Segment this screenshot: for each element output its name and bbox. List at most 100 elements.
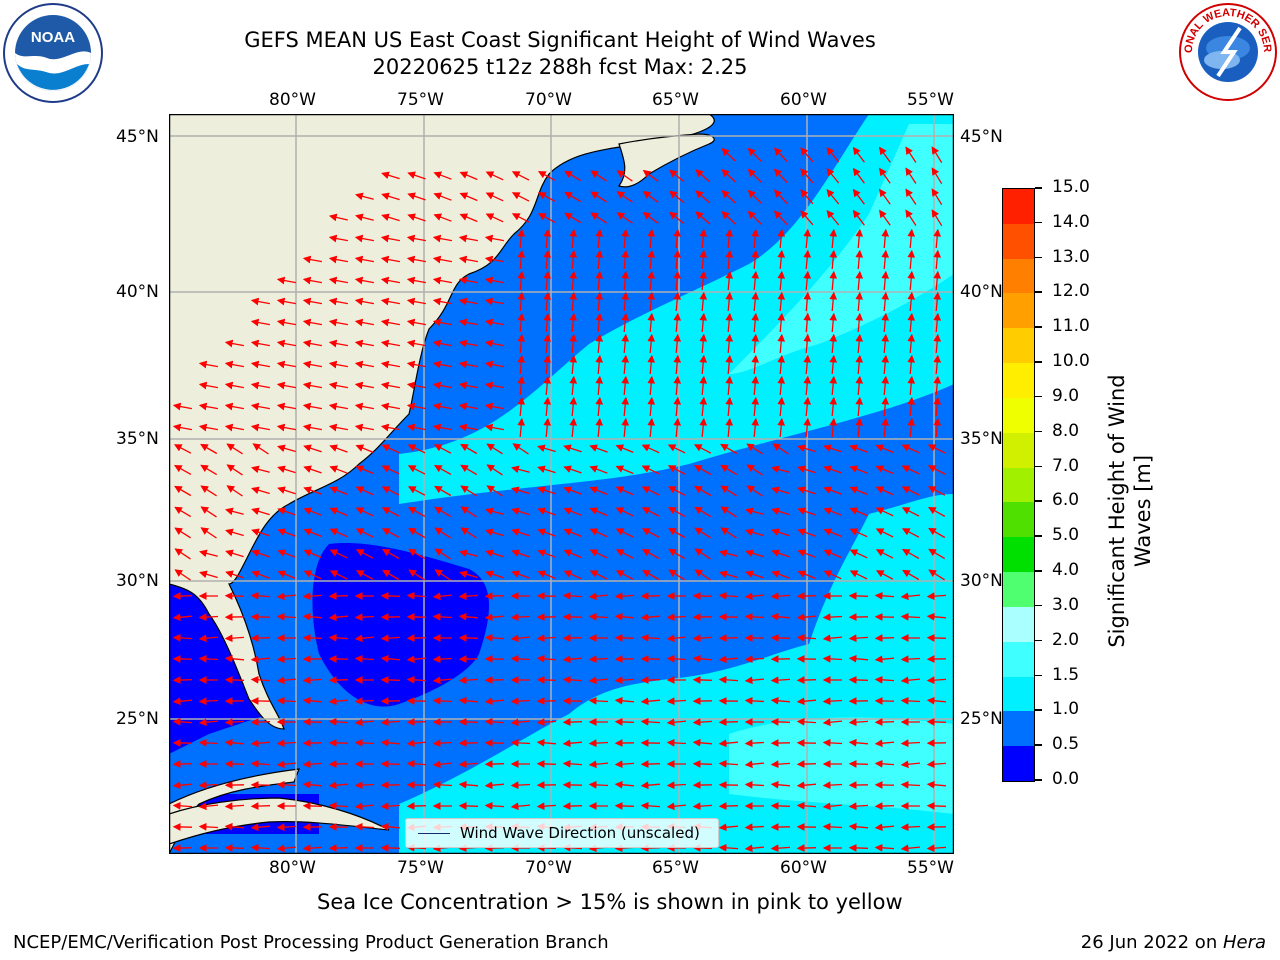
land-us-east-coast [169,114,715,730]
wave-direction-arrow [874,802,895,810]
wave-direction-arrow [328,801,349,810]
wave-direction-arrow [902,569,920,581]
wave-direction-arrow [901,486,920,496]
colorbar-tick-label: 4.0 [1052,560,1080,581]
wave-direction-arrow [822,697,843,706]
wave-direction-arrow [926,802,947,810]
wave-direction-arrow [380,339,401,348]
wave-direction-arrow [647,417,656,438]
wave-direction-arrow [874,634,895,642]
wave-direction-arrow [694,548,711,560]
wave-direction-arrow [745,570,764,579]
wave-direction-arrow [406,634,427,642]
colorbar-tick-mark [1035,535,1042,537]
wave-direction-arrow [621,270,630,291]
wave-direction-arrow [174,506,192,518]
wave-direction-arrow [328,318,349,327]
wave-direction-arrow [276,780,297,789]
wave-direction-arrow [328,633,349,642]
wave-direction-arrow [881,375,890,396]
wave-direction-arrow [303,465,322,474]
wave-direction-arrow [803,312,812,333]
wave-direction-arrow [484,339,505,348]
wave-direction-arrow [695,169,711,183]
wave-direction-arrow [668,190,685,204]
wave-direction-arrow [250,423,271,432]
wave-direction-arrow [931,209,943,227]
colorbar-segment [1003,502,1034,538]
wave-direction-arrow [666,781,687,790]
lat-label-right-30n: 30°N [960,571,1003,591]
wave-direction-arrow [276,739,297,748]
wave-direction-arrow [668,527,686,539]
wave-direction-arrow [277,486,296,495]
wave-direction-arrow [458,696,479,705]
colorbar-tick-label: 3.0 [1052,594,1080,615]
wave-direction-arrow [484,676,505,684]
wave-direction-arrow [510,654,531,663]
wave-direction-arrow [380,318,401,327]
wave-direction-arrow [907,375,916,396]
wave-direction-arrow [434,506,452,518]
wave-direction-arrow [458,718,479,726]
wave-direction-arrow [694,569,711,581]
wave-direction-arrow [588,739,609,748]
colorbar-tick-label: 1.0 [1052,699,1080,720]
wave-direction-arrow [277,570,296,580]
wave-direction-arrow [432,423,453,432]
wave-direction-arrow [640,613,661,622]
wave-direction-arrow [852,146,865,163]
wave-direction-arrow [562,759,583,768]
wave-direction-arrow [615,486,634,496]
wave-direction-arrow [432,234,453,243]
wave-direction-arrow [901,507,920,517]
wave-direction-arrow [745,549,764,558]
colorbar-tick-mark [1035,500,1042,502]
wave-direction-arrow [510,634,531,643]
chart-title: GEFS MEAN US East Coast Significant Heig… [160,27,960,81]
wave-direction-arrow [751,375,760,396]
wave-direction-arrow [484,255,505,264]
wave-direction-arrow [829,228,838,249]
lon-label-bottom-60w: 60°W [780,858,827,878]
wave-direction-arrow [797,465,816,474]
wave-direction-arrow [673,396,682,417]
wave-direction-arrow [354,360,375,369]
wave-direction-arrow [459,549,478,558]
wave-direction-arrow [725,375,734,396]
wave-direction-arrow [484,276,505,285]
wave-direction-arrow [562,591,583,600]
wave-direction-arrow [458,676,479,685]
wave-direction-arrow [907,417,916,438]
wave-direction-arrow [621,375,630,396]
wave-direction-arrow [900,823,921,832]
wave-direction-arrow [875,507,894,517]
wave-direction-arrow [510,738,531,747]
wave-direction-arrow [718,759,739,768]
wave-direction-arrow [562,802,583,810]
wave-direction-arrow [485,171,504,181]
lon-label-top-80w: 80°W [269,90,316,110]
wave-direction-arrow [822,802,843,811]
wave-direction-arrow [433,171,452,180]
wave-direction-arrow [537,486,556,495]
wave-direction-arrow [852,167,865,184]
wave-direction-arrow [640,760,661,768]
wave-direction-arrow [537,549,556,558]
wave-direction-arrow [777,354,786,375]
wave-direction-arrow [250,823,271,832]
wave-direction-arrow [725,333,734,354]
wave-direction-arrow [536,634,557,643]
wave-direction-arrow [354,613,375,622]
wave-direction-arrow [905,188,917,205]
wave-direction-arrow [302,402,323,411]
wave-direction-arrow [355,486,374,496]
wave-direction-arrow [647,291,656,312]
wave-direction-arrow [751,228,760,249]
wave-direction-arrow [276,676,297,685]
lat-label-left-30n: 30°N [116,571,159,591]
wave-direction-arrow [302,360,323,369]
wave-direction-arrow [460,443,478,455]
wave-direction-arrow [458,276,479,285]
wave-direction-arrow [721,169,737,183]
